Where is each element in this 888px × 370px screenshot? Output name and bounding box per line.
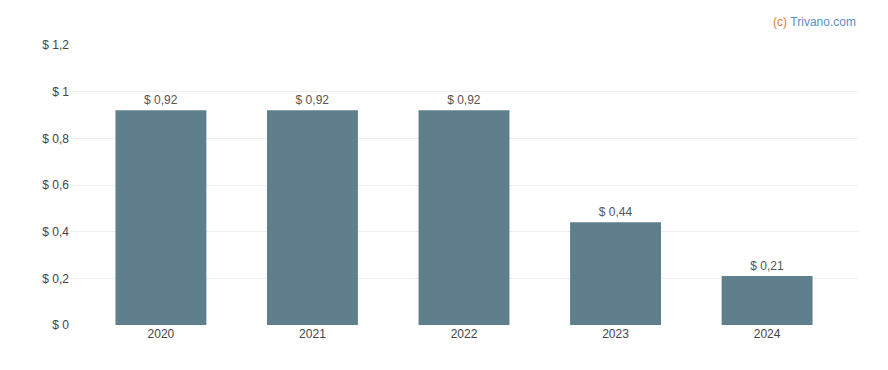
svg-text:$ 0,4: $ 0,4 [42,225,69,239]
svg-text:$ 1: $ 1 [52,85,69,99]
svg-text:2021: 2021 [299,327,326,341]
svg-text:$ 0,92: $ 0,92 [144,93,178,107]
svg-text:$ 0,6: $ 0,6 [42,178,69,192]
svg-text:$ 0: $ 0 [52,318,69,332]
svg-text:$ 1,2: $ 1,2 [42,38,69,52]
svg-text:$ 0,44: $ 0,44 [599,205,633,219]
svg-text:2023: 2023 [602,327,629,341]
svg-text:$ 0,92: $ 0,92 [447,93,481,107]
svg-text:(c) Trivano.com: (c) Trivano.com [773,15,856,29]
svg-text:$ 0,92: $ 0,92 [296,93,330,107]
svg-text:$ 0,8: $ 0,8 [42,132,69,146]
svg-text:$ 0,2: $ 0,2 [42,272,69,286]
svg-text:2020: 2020 [148,327,175,341]
svg-text:2024: 2024 [754,327,781,341]
svg-text:2022: 2022 [451,327,478,341]
svg-text:$ 0,21: $ 0,21 [750,259,784,273]
